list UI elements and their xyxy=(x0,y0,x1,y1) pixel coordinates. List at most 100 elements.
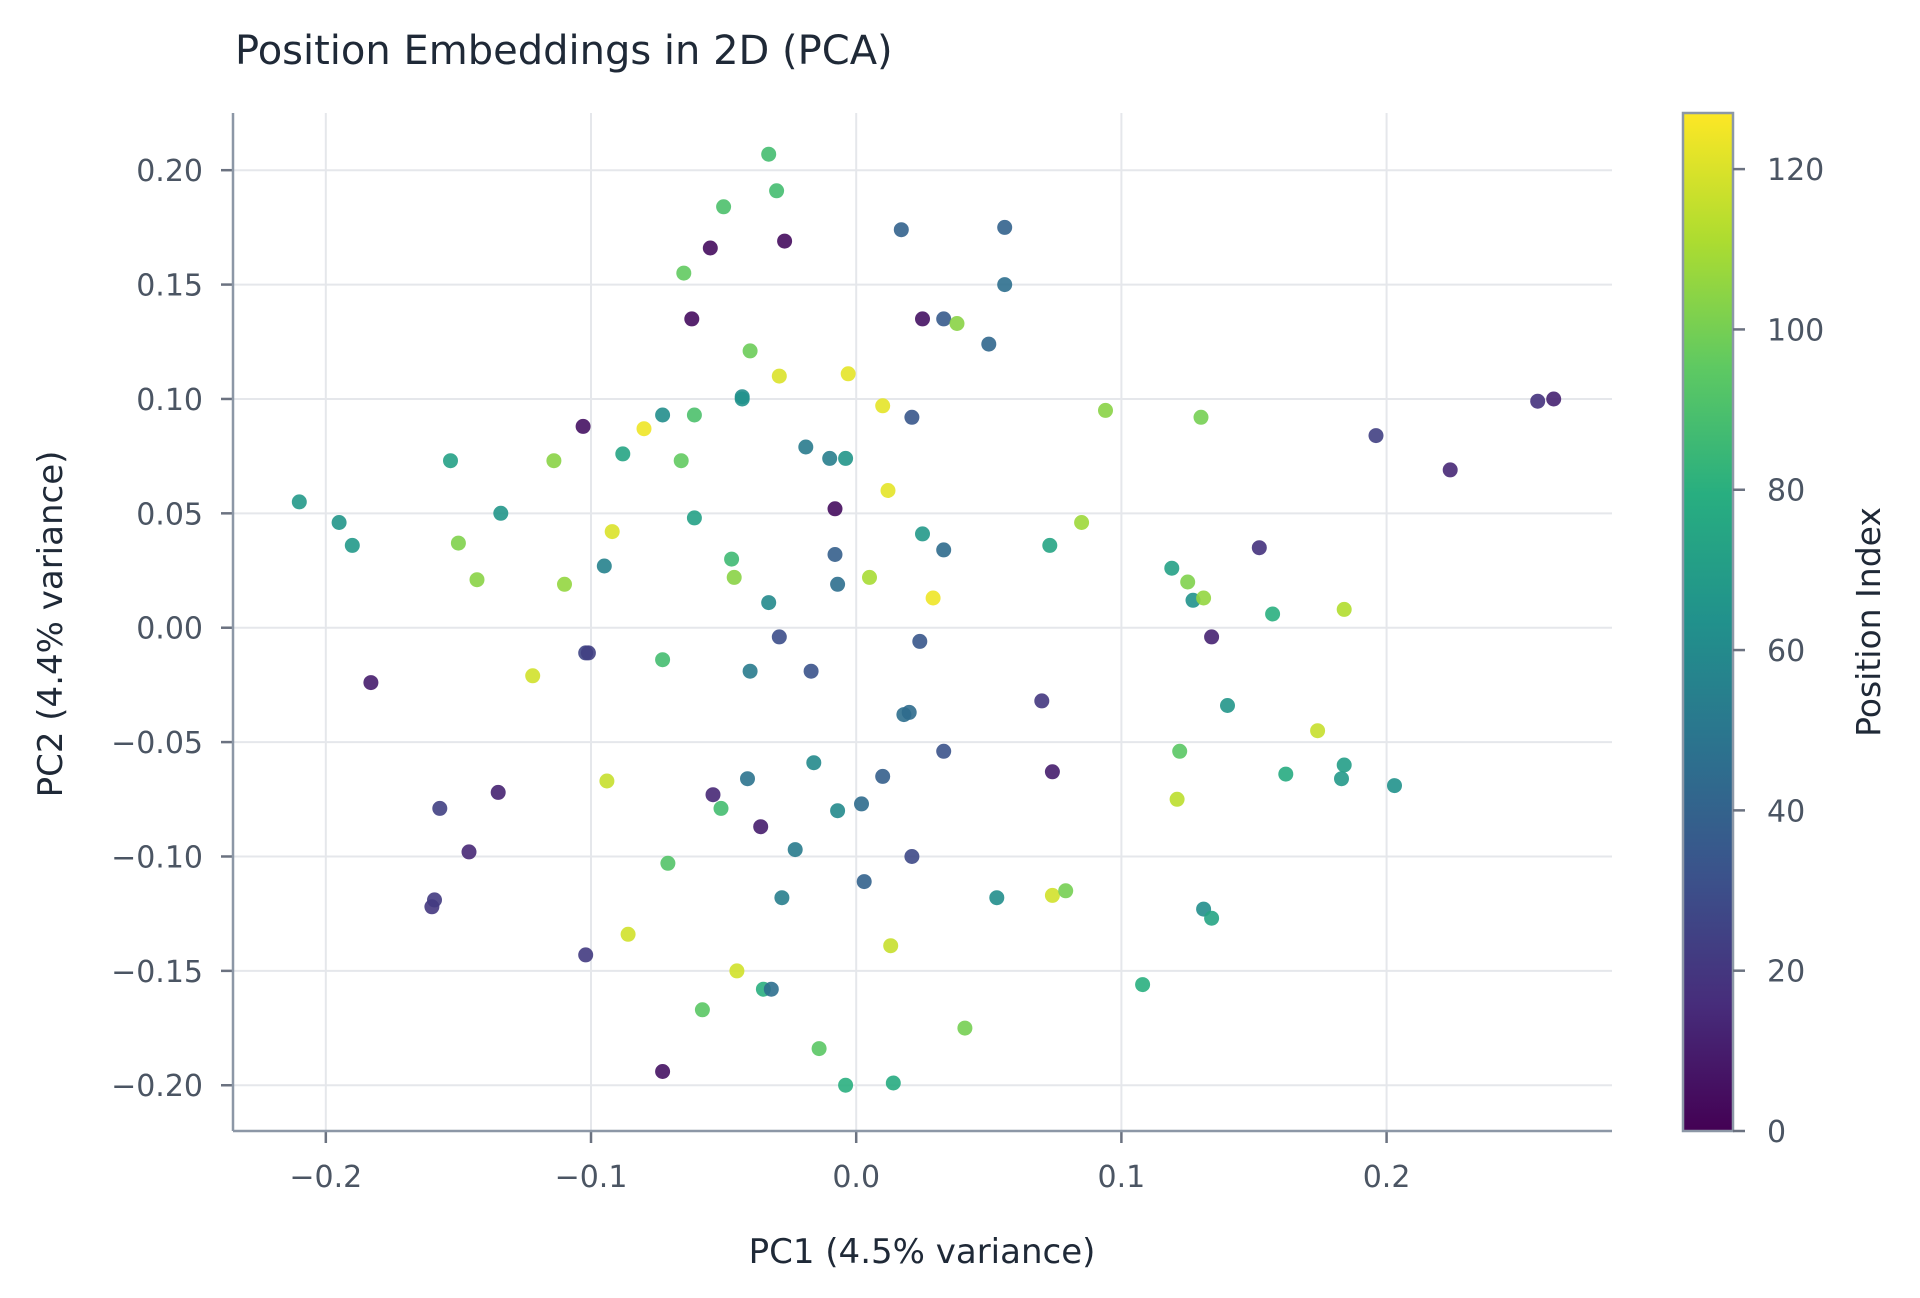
y-tick-label: 0.20 xyxy=(136,154,203,189)
colorbar-tick-label: 40 xyxy=(1767,794,1805,829)
scatter-point xyxy=(769,183,785,199)
scatter-point xyxy=(580,645,596,661)
scatter-point xyxy=(777,233,793,249)
scatter-point xyxy=(729,963,745,979)
scatter-point xyxy=(1042,537,1058,553)
scatter-point xyxy=(771,368,787,384)
scatter-point xyxy=(753,819,769,835)
scatter-point xyxy=(806,755,822,771)
scatter-point xyxy=(1204,910,1220,926)
scatter-points xyxy=(291,146,1562,1093)
scatter-point xyxy=(1278,766,1294,782)
scatter-point xyxy=(1196,590,1212,606)
scatter-point xyxy=(915,526,930,542)
scatter-point xyxy=(525,668,541,684)
scatter-point xyxy=(1387,778,1402,794)
scatter-point xyxy=(676,265,692,281)
scatter-point xyxy=(461,844,477,860)
scatter-point xyxy=(636,421,652,437)
x-tick-label: 0.2 xyxy=(1363,1160,1411,1195)
scatter-point xyxy=(901,704,917,720)
x-tick-label: −0.2 xyxy=(289,1160,362,1195)
scatter-point xyxy=(578,947,594,963)
scatter-point xyxy=(1135,977,1151,993)
scatter-point xyxy=(713,800,729,816)
scatter-point xyxy=(1034,693,1050,709)
scatter-point xyxy=(686,407,702,423)
scatter-point xyxy=(655,1064,671,1079)
scatter-point xyxy=(936,542,952,558)
scatter-point xyxy=(856,874,872,890)
scatter-point xyxy=(344,537,360,553)
scatter-point xyxy=(862,569,877,585)
axes: −0.2 −0.1 0.0 0.1 0.2 0.20 0.15 0.10 0.05 0.00 −0.… xyxy=(111,113,1612,1195)
scatter-point xyxy=(774,890,790,906)
scatter-point xyxy=(827,501,843,517)
scatter-point xyxy=(1251,540,1267,556)
scatter-point xyxy=(726,569,742,585)
scatter-point xyxy=(925,590,941,606)
scatter-point xyxy=(331,515,347,530)
y-tick-label: 0.00 xyxy=(136,612,203,647)
scatter-point xyxy=(1172,743,1188,759)
scatter-point xyxy=(1169,791,1185,807)
grid xyxy=(233,113,1612,1131)
scatter-point xyxy=(981,336,997,352)
scatter-point xyxy=(1546,391,1562,407)
scatter-point xyxy=(557,576,572,592)
scatter-point xyxy=(655,652,671,668)
scatter-point xyxy=(761,595,777,611)
scatter-point xyxy=(771,629,787,645)
scatter-point xyxy=(742,663,758,679)
y-tick-label: 0.10 xyxy=(136,383,203,418)
scatter-point xyxy=(827,547,843,562)
scatter-point xyxy=(694,1002,710,1018)
scatter-point xyxy=(716,199,732,215)
x-tick-label: −0.1 xyxy=(555,1160,628,1195)
y-tick-label: −0.15 xyxy=(111,955,203,990)
scatter-point xyxy=(997,277,1013,293)
scatter-point xyxy=(291,494,307,510)
scatter-point xyxy=(957,1020,973,1036)
colorbar-tick-label: 60 xyxy=(1767,634,1805,669)
scatter-point xyxy=(1044,764,1060,780)
scatter-point xyxy=(599,773,615,789)
colorbar-tick-label: 0 xyxy=(1767,1115,1786,1150)
scatter-point xyxy=(875,398,891,414)
scatter-point xyxy=(1334,771,1349,787)
scatter-point xyxy=(1164,560,1180,576)
scatter-point xyxy=(490,784,506,800)
scatter-point xyxy=(724,551,740,567)
scatter-point xyxy=(883,938,899,954)
colorbar-tick-label: 120 xyxy=(1767,153,1824,188)
scatter-point xyxy=(673,453,689,469)
scatter-point xyxy=(1310,723,1326,739)
colorbar-ticks: 0 20 40 60 80 100 120 xyxy=(1733,153,1824,1150)
scatter-point xyxy=(904,409,920,425)
scatter-point xyxy=(1530,393,1546,409)
scatter-point xyxy=(936,743,952,759)
scatter-point xyxy=(742,343,758,359)
colorbar-label: Position Index xyxy=(1849,507,1888,737)
scatter-point xyxy=(912,633,928,649)
scatter-point xyxy=(1336,757,1352,773)
y-tick-label: −0.10 xyxy=(111,840,203,875)
scatter-point xyxy=(1442,462,1458,478)
scatter-point xyxy=(1180,574,1196,590)
scatter-point xyxy=(686,510,702,526)
scatter-point xyxy=(838,1077,854,1093)
x-tick-label: 0.0 xyxy=(832,1160,880,1195)
scatter-point xyxy=(443,453,458,469)
scatter-point xyxy=(798,439,814,455)
scatter-point xyxy=(936,311,952,327)
colorbar: 0 20 40 60 80 100 120 Position Index xyxy=(1681,111,1888,1150)
scatter-point xyxy=(363,675,379,691)
scatter-point xyxy=(893,222,909,238)
scatter-point xyxy=(915,311,930,327)
colorbar-gradient xyxy=(1681,111,1735,1133)
y-tick-label: −0.20 xyxy=(111,1069,203,1104)
scatter-point xyxy=(469,572,485,588)
scatter-point xyxy=(450,535,466,551)
